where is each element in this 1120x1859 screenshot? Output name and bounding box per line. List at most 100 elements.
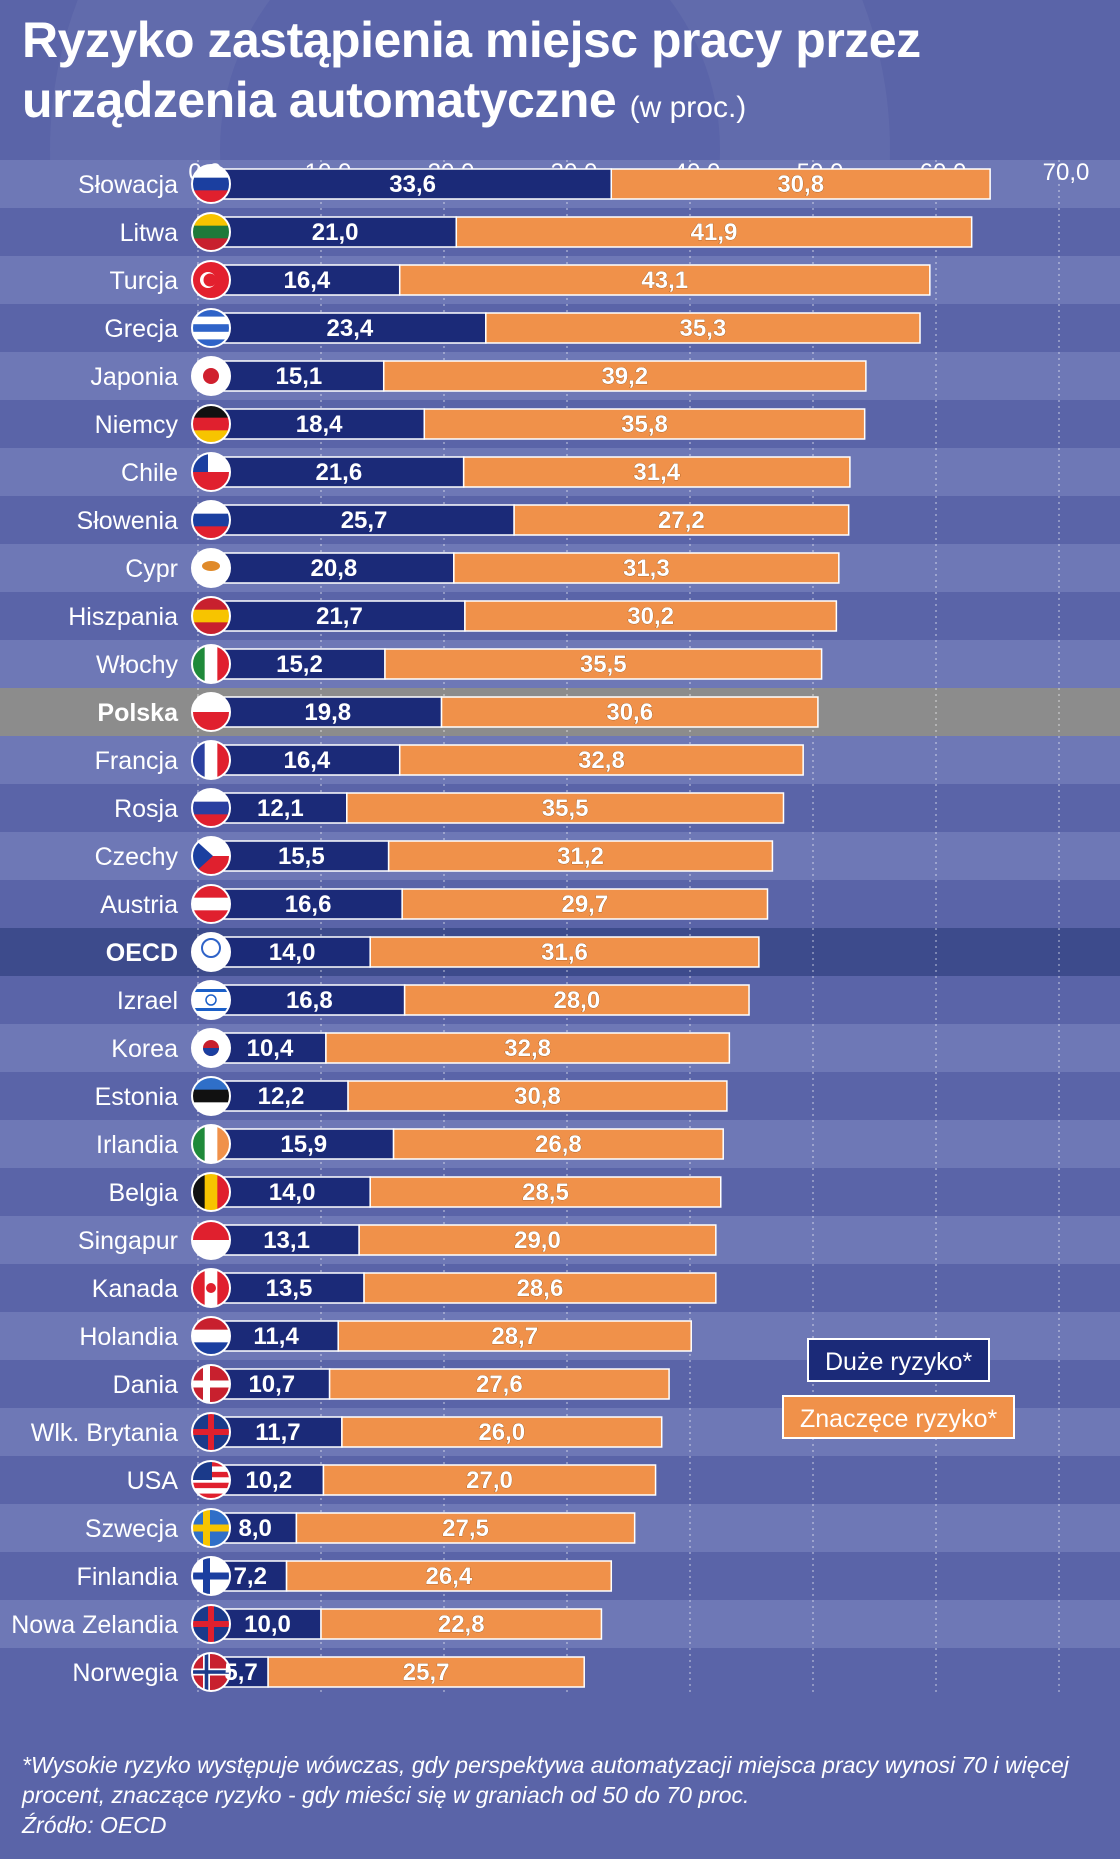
flag-icon [192,309,230,347]
data-label-significant: 25,7 [403,1659,450,1686]
flag-icon [192,1557,230,1595]
flag-stripe [192,981,230,1019]
flag-ring [191,644,231,684]
data-label-high: 10,7 [248,1371,295,1398]
flag-cross [192,1572,230,1580]
bar-significant-risk [347,1080,728,1112]
data-label-significant: 27,0 [466,1467,513,1494]
data-label-high: 13,5 [266,1275,313,1302]
bar-significant-risk [285,1560,613,1592]
flag-ring [191,692,231,732]
flag-cross [208,1413,214,1451]
flag-ring [191,356,231,396]
data-label-high: 20,8 [311,555,358,582]
flag-stripe [204,741,218,779]
flag-ring [191,164,231,204]
data-label-high: 16,4 [284,267,331,294]
flag-cross [192,1524,230,1532]
data-label-high: 7,2 [234,1563,267,1590]
data-label-significant: 43,1 [641,267,688,294]
flag-stripe [192,1240,230,1259]
bar-significant-risk [387,840,774,872]
flag-icon [192,549,230,587]
data-label-significant: 31,6 [541,939,588,966]
category-label: Hiszpania [68,603,178,631]
data-label-high: 15,9 [280,1131,327,1158]
flag-ring [191,884,231,924]
data-label-significant: 31,4 [633,459,680,486]
flag-stripe [192,316,230,325]
flag-icon [192,981,230,1019]
flag-ring [191,980,231,1020]
data-label-significant: 26,0 [478,1419,525,1446]
flag-ring [191,308,231,348]
flag-stripe [192,1493,230,1499]
bar-significant-risk [401,888,769,920]
category-label: Irlandia [96,1131,178,1159]
data-label-significant: 30,8 [777,171,824,198]
flag-stripe [192,989,230,992]
data-label-high: 19,8 [304,699,351,726]
flag-stripe [192,897,230,911]
category-label: USA [127,1467,179,1495]
flag-ring [191,836,231,876]
flag-icon [192,933,230,971]
flag-icon [192,1413,230,1451]
flag-cross [203,1509,210,1547]
footnote-text: *Wysokie ryzyko występuje wówczas, gdy p… [22,1752,1069,1808]
flag-ring [191,1316,231,1356]
flag-emblem [203,368,219,384]
flag-ring [191,932,231,972]
flag-stripe [192,472,230,491]
bar-significant-risk [295,1512,636,1544]
footnote: *Wysokie ryzyko występuje wówczas, gdy p… [22,1750,1112,1840]
flag-icon [192,357,230,395]
flag-ring [191,1652,231,1692]
data-label-significant: 31,3 [623,555,670,582]
data-label-high: 10,4 [247,1035,294,1062]
data-label-significant: 30,8 [514,1083,561,1110]
data-label-significant: 32,8 [504,1035,551,1062]
data-label-high: 16,4 [284,747,331,774]
bar-high-risk [197,744,401,776]
bar-significant-risk [462,456,851,488]
flag-cross [192,1670,230,1674]
category-label: Polska [97,699,179,727]
flag-cross [204,1653,209,1691]
category-label: Grecja [104,315,178,343]
data-label-high: 11,4 [253,1323,299,1350]
bar-significant-risk [328,1368,670,1400]
bar-significant-risk [610,168,991,200]
data-label-significant: 31,2 [557,843,604,870]
flag-stripe [192,1089,230,1103]
bar-high-risk [197,264,401,296]
bar-significant-risk [341,1416,663,1448]
flag-ring [191,1172,231,1212]
data-label-high: 21,6 [315,459,362,486]
flag-triangle [192,837,213,875]
flag-icon [192,837,230,875]
source-note: Źródło: OECD [22,1812,167,1838]
flag-ring [191,1268,231,1308]
data-label-high: 16,8 [286,987,333,1014]
data-label-high: 8,0 [239,1515,272,1542]
data-label-high: 14,0 [269,939,316,966]
flag-stripe [204,645,218,683]
category-label: OECD [106,939,178,967]
category-label: Holandia [79,1323,178,1351]
bar-significant-risk [392,1128,724,1160]
legend-high-risk: Duże ryzyko* [807,1338,991,1382]
flag-stripe [192,609,230,623]
data-label-high: 11,7 [255,1419,300,1446]
data-label-significant: 28,5 [522,1179,569,1206]
category-label: Chile [121,459,178,487]
flag-icon [192,1365,230,1403]
bar-significant-risk [267,1656,585,1688]
flag-ring [191,1412,231,1452]
category-label: Japonia [90,363,178,391]
flag-cross [208,1605,214,1643]
flag-ring [191,596,231,636]
category-label: Nowa Zelandia [11,1611,178,1639]
data-label-high: 10,2 [245,1467,292,1494]
flag-stripe [192,177,230,191]
